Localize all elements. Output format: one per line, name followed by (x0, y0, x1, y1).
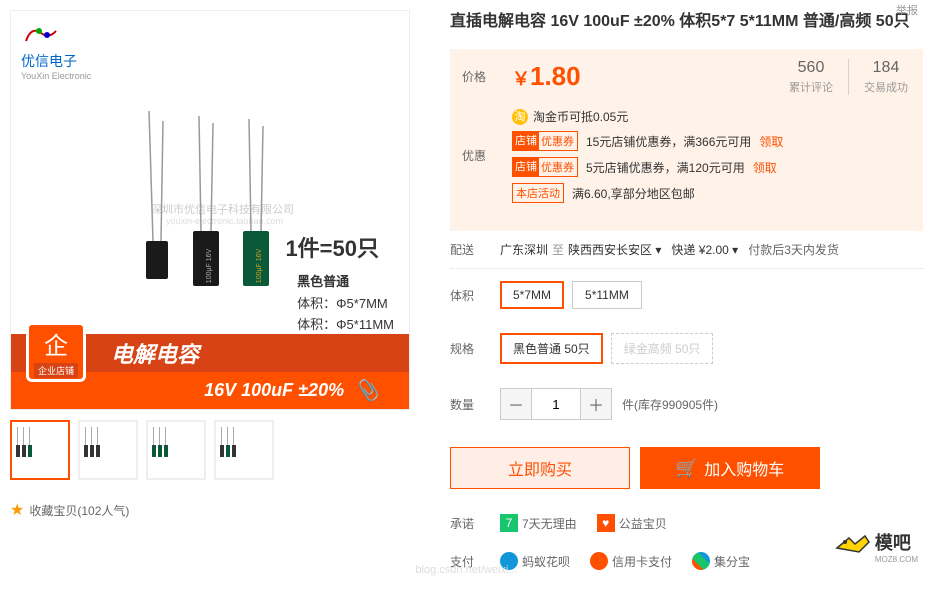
thumbnail-2[interactable] (78, 420, 138, 480)
coupon-text-1: 15元店铺优惠券，满366元可用 (586, 133, 751, 150)
qty-plus-button[interactable]: ＋ (581, 389, 611, 419)
coupon-link-1[interactable]: 领取 (759, 133, 783, 150)
buy-now-button[interactable]: 立即购买 (450, 447, 630, 489)
coin-icon: 淘 (512, 109, 528, 125)
seven-icon: 7 (500, 514, 518, 532)
spec-label: 规格 (450, 340, 500, 357)
stock-text: 件(库存990905件) (622, 396, 718, 413)
payment-credit[interactable]: 信用卡支付 (590, 552, 672, 570)
favorite-count: (102人气) (77, 502, 129, 519)
review-count[interactable]: 560 累计评论 (774, 59, 848, 95)
sold-count[interactable]: 184 交易成功 (848, 59, 923, 95)
price-block: 价格 ￥1.80 560 累计评论 184 交易成功 优惠 淘淘金币可抵0.05… (450, 49, 923, 231)
enterprise-badge: 企 企业店铺 (26, 322, 86, 382)
activity-text: 满6.60,享部分地区包邮 (572, 185, 695, 202)
clip-icon: 📎 (354, 378, 379, 403)
quantity-label: 数量 (450, 396, 500, 413)
volume-option-2[interactable]: 5*11MM (572, 281, 642, 309)
page-watermark: blog.csdn.net/weixi... (415, 564, 517, 576)
jifenbao-icon (692, 552, 710, 570)
site-brand-logo[interactable]: 模吧MOZ8.COM (835, 529, 918, 564)
credit-card-icon (590, 552, 608, 570)
bird-icon (835, 530, 871, 563)
thumbnail-3[interactable] (146, 420, 206, 480)
spec-option-1[interactable]: 黑色普通 50只 (500, 333, 603, 364)
coin-discount: 淘金币可抵0.05元 (533, 108, 628, 125)
quantity-stepper: － ＋ (500, 388, 612, 420)
favorite-button[interactable]: ★ 收藏宝贝 (102人气) (10, 500, 430, 520)
banner-spec: 16V 100uF ±20% (204, 380, 344, 401)
quantity-input[interactable] (531, 389, 581, 419)
delivery-from: 广东深圳 (500, 241, 548, 258)
capacitor-illustration: 100µF 16V 100µF 16V (131, 111, 331, 294)
coupon-tag-2: 店铺优惠券 (512, 157, 578, 177)
payment-jifenbao[interactable]: 集分宝 (692, 552, 750, 570)
price-label: 价格 (462, 68, 512, 85)
product-main-image[interactable]: 优信电子 YouXin Electronic 深圳市优信电子科技有限公司 you… (10, 10, 410, 410)
delivery-row: 配送 广东深圳 至 陕西西安长安区 ▾ 快递 ¥2.00 ▾ 付款后3天内发货 (450, 231, 923, 269)
coupon-tag-1: 店铺优惠券 (512, 131, 578, 151)
logo-sub: YouXin Electronic (21, 71, 91, 81)
banner-title: 电解电容 (111, 337, 199, 369)
pack-qty-text: 1件=50只 (285, 231, 379, 263)
seller-logo: 优信电子 YouXin Electronic (21, 21, 91, 81)
thumbnail-1[interactable] (10, 420, 70, 480)
promise-charity[interactable]: ♥公益宝贝 (597, 514, 667, 532)
star-icon: ★ (10, 500, 24, 520)
chevron-down-icon: ▾ (655, 243, 661, 257)
discount-label: 优惠 (462, 147, 512, 164)
thumbnail-list (10, 420, 430, 480)
qty-minus-button[interactable]: － (501, 389, 531, 419)
add-to-cart-button[interactable]: 🛒加入购物车 (640, 447, 820, 489)
favorite-label: 收藏宝贝 (29, 502, 77, 519)
price-value: ￥1.80 (512, 61, 581, 92)
activity-tag: 本店活动 (512, 183, 564, 203)
cart-icon: 🛒 (676, 458, 698, 479)
promise-label: 承诺 (450, 515, 500, 532)
volume-option-1[interactable]: 5*7MM (500, 281, 564, 309)
volume-label: 体积 (450, 287, 500, 304)
report-link[interactable]: 举报 (896, 2, 918, 18)
product-title: 直插电解电容 16V 100uF ±20% 体积5*7 5*11MM 普通/高频… (450, 10, 923, 34)
heart-icon: ♥ (597, 514, 615, 532)
delivery-to-selector[interactable]: 陕西西安长安区 ▾ (568, 241, 661, 258)
svg-text:100µF 16V: 100µF 16V (206, 248, 213, 283)
spec-option-2: 绿金高频 50只 (611, 333, 714, 364)
chevron-down-icon: ▾ (732, 243, 738, 257)
promo-banner: 企 企业店铺 电解电容 16V 100uF ±20%📎 (11, 334, 409, 409)
promise-7day[interactable]: 77天无理由 (500, 514, 577, 532)
delivery-note: 付款后3天内发货 (748, 241, 839, 258)
coupon-link-2[interactable]: 领取 (753, 159, 777, 176)
thumbnail-4[interactable] (214, 420, 274, 480)
delivery-fee-selector[interactable]: 快递 ¥2.00 ▾ (671, 241, 738, 258)
logo-brand: 优信电子 (21, 51, 91, 71)
svg-text:100µF 16V: 100µF 16V (256, 248, 263, 283)
enterprise-icon: 企 (44, 326, 68, 361)
coupon-text-2: 5元店铺优惠券，满120元可用 (586, 159, 745, 176)
